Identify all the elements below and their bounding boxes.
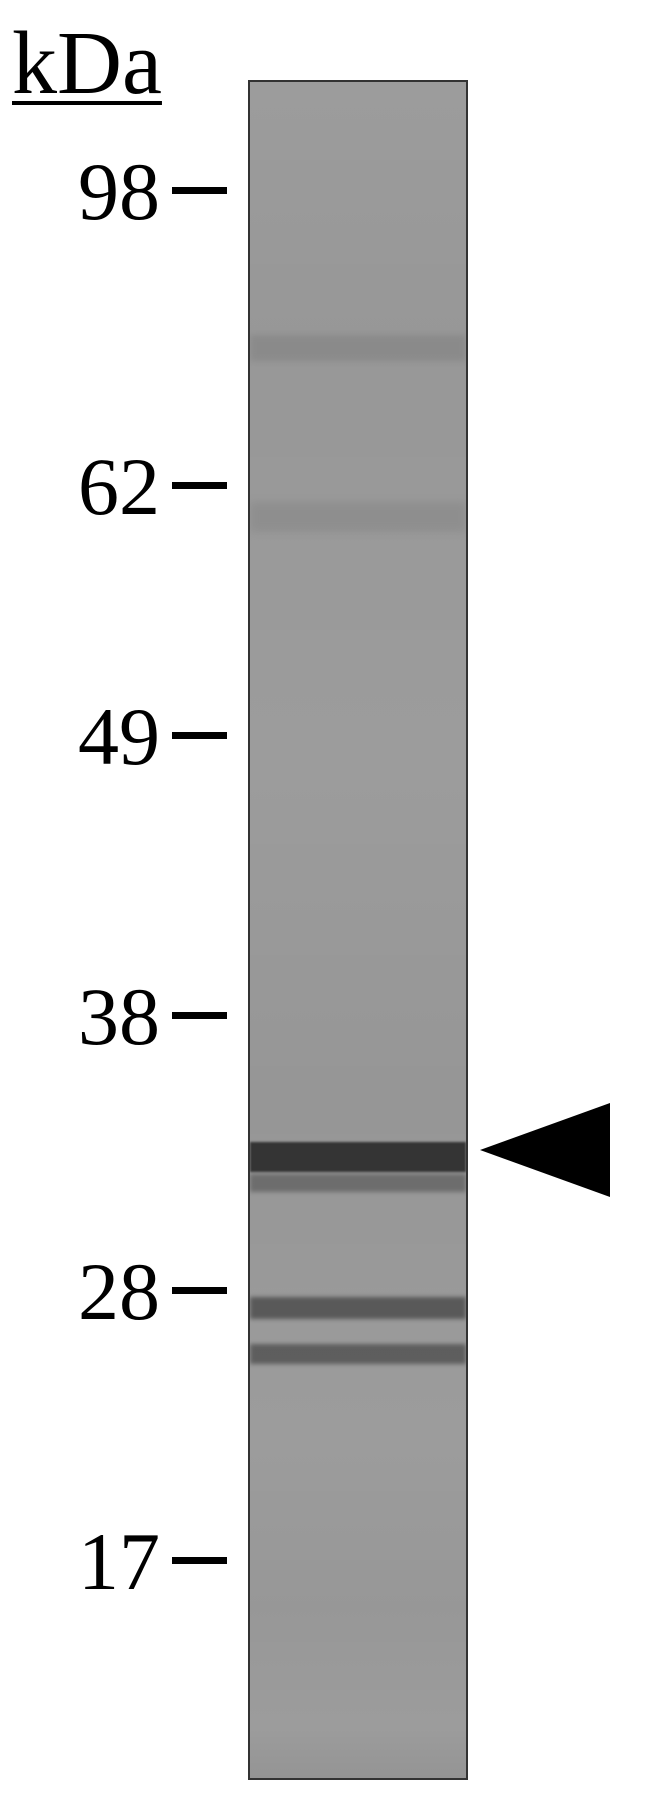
marker-tick xyxy=(172,482,227,489)
marker-tick xyxy=(172,1557,227,1564)
marker-tick xyxy=(172,1287,227,1294)
blot-band xyxy=(250,1142,466,1172)
marker-label: 98 xyxy=(78,145,160,239)
marker-label: 17 xyxy=(78,1515,160,1609)
blot-band xyxy=(250,502,466,532)
marker-label: 28 xyxy=(78,1245,160,1339)
kda-header: kDa xyxy=(12,12,162,115)
blot-lane xyxy=(248,80,468,1780)
blot-band xyxy=(250,1174,466,1192)
band-arrow-icon xyxy=(480,1103,610,1197)
marker-label: 38 xyxy=(78,970,160,1064)
blot-band xyxy=(250,1297,466,1319)
marker-label: 49 xyxy=(78,690,160,784)
blot-band xyxy=(250,1344,466,1364)
marker-tick xyxy=(172,187,227,194)
marker-label: 62 xyxy=(78,440,160,534)
blot-band xyxy=(250,335,466,361)
marker-tick xyxy=(172,732,227,739)
blot-figure: kDa 98 62 49 38 28 17 xyxy=(0,0,650,1818)
marker-tick xyxy=(172,1012,227,1019)
